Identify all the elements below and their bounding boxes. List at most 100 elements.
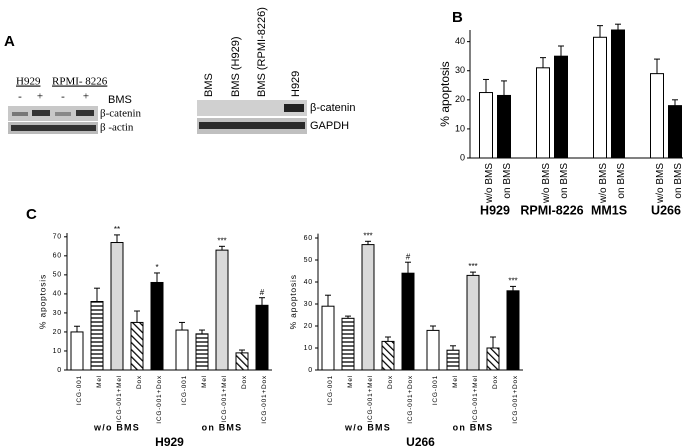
y-tick-label: 40	[304, 279, 313, 286]
x-tick-label: Dox	[387, 375, 394, 389]
x-tick-label: ICG-001+Dox	[261, 375, 268, 424]
x-tick-label: Mel	[96, 375, 103, 388]
bar	[479, 92, 493, 159]
bar	[255, 304, 269, 371]
annotation: #	[406, 252, 411, 261]
y-tick-label: 10	[304, 345, 313, 352]
x-tick-label: w/o BMS	[598, 163, 609, 204]
x-tick-label: ICG-001+Mel	[367, 375, 374, 423]
y-tick-label: 20	[455, 94, 465, 104]
y-tick-label: 30	[53, 310, 62, 317]
y-tick-label: 70	[53, 234, 62, 241]
y-tick-label: 60	[304, 235, 313, 242]
lane-label: H929	[290, 71, 302, 97]
x-tick-label: on BMS	[559, 163, 570, 199]
y-tick-label: 50	[53, 272, 62, 279]
y-axis-label: % apoptosis	[438, 61, 452, 126]
bar	[361, 244, 375, 371]
y-tick-label: 20	[304, 323, 313, 330]
x-tick-label: Dox	[492, 375, 499, 389]
cell-line: H929	[16, 76, 41, 88]
annotation: *	[155, 263, 158, 272]
bar	[195, 333, 209, 371]
blot-image	[197, 100, 307, 134]
x-tick-label: w/o BMS	[541, 163, 552, 204]
bar	[486, 347, 500, 371]
y-tick-label: 10	[455, 123, 465, 133]
y-tick-label: 30	[455, 65, 465, 75]
category-label: RPMI-8226	[520, 203, 583, 217]
panel-label: C	[26, 206, 37, 223]
x-tick-label: ICG-001	[432, 375, 439, 405]
annotation: ***	[363, 231, 372, 240]
bar	[321, 305, 335, 371]
y-tick-label: 0	[460, 152, 465, 162]
x-tick-label: ICG-001	[181, 375, 188, 405]
category-label: on BMS	[202, 422, 243, 432]
y-tick-label: 20	[53, 329, 62, 336]
chart-title: H929	[155, 435, 184, 448]
annotation: **	[114, 225, 120, 234]
treatment: +	[83, 91, 89, 103]
bar	[593, 36, 607, 159]
x-tick-label: ICG-001+Mel	[472, 375, 479, 423]
y-tick-label: 40	[53, 291, 62, 298]
bar	[554, 55, 568, 159]
x-tick-label: Dox	[136, 375, 143, 389]
bar	[341, 317, 355, 371]
x-tick-label: Dox	[241, 375, 248, 389]
blot-image	[8, 106, 98, 134]
bar	[497, 94, 511, 159]
panel-label: A	[4, 33, 15, 50]
category-label: MM1S	[591, 203, 627, 217]
bar	[70, 331, 84, 371]
x-tick-label: ICG-001	[327, 375, 334, 405]
band-label: GAPDH	[310, 120, 349, 132]
treatment: -	[18, 91, 22, 103]
y-tick-label: 60	[53, 253, 62, 260]
x-tick-label: Mel	[201, 375, 208, 388]
x-tick-label: on BMS	[616, 163, 627, 199]
bar	[215, 249, 229, 371]
band-label: β-catenin	[310, 102, 355, 114]
x-tick-label: on BMS	[673, 163, 683, 199]
bar	[506, 290, 520, 371]
x-tick-label: Mel	[347, 375, 354, 388]
category-label: w/o BMS	[344, 422, 391, 432]
annotation: ***	[217, 236, 226, 245]
y-axis-label: % apoptosis	[37, 274, 47, 329]
y-tick-label: 50	[304, 257, 313, 264]
x-tick-label: w/o BMS	[655, 163, 666, 204]
x-tick-label: ICG-001+Mel	[221, 375, 228, 423]
treatment-label: BMS	[108, 94, 132, 106]
bar	[381, 340, 395, 371]
band-label: β -actin	[100, 122, 134, 134]
annotation: ***	[468, 262, 477, 271]
y-tick-label: 0	[308, 367, 313, 374]
x-tick-label: on BMS	[502, 163, 513, 199]
bar	[466, 274, 480, 371]
bar	[446, 349, 460, 371]
bar	[235, 352, 249, 371]
x-tick-label: ICG-001+Mel	[116, 375, 123, 423]
bar	[611, 29, 625, 159]
cell-line: RPMI- 8226	[52, 76, 108, 88]
category-label: H929	[480, 203, 510, 217]
y-axis-label: % apoptosis	[288, 274, 298, 329]
bar	[110, 242, 124, 371]
bar	[175, 329, 189, 371]
lane-label: BMS	[203, 73, 215, 97]
x-tick-label: Mel	[452, 375, 459, 388]
lane-label: BMS (H929)	[230, 36, 242, 97]
chart-title: U266	[406, 435, 435, 448]
x-tick-label: ICG-001+Dox	[156, 375, 163, 424]
treatment: -	[61, 91, 65, 103]
y-tick-label: 10	[53, 348, 62, 355]
category-label: w/o BMS	[93, 422, 140, 432]
bar	[150, 281, 164, 371]
annotation: ***	[508, 277, 517, 286]
y-tick-label: 0	[57, 367, 62, 374]
annotation: #	[260, 288, 265, 297]
y-tick-label: 40	[455, 36, 465, 46]
band-label: β-catenin	[100, 108, 142, 120]
